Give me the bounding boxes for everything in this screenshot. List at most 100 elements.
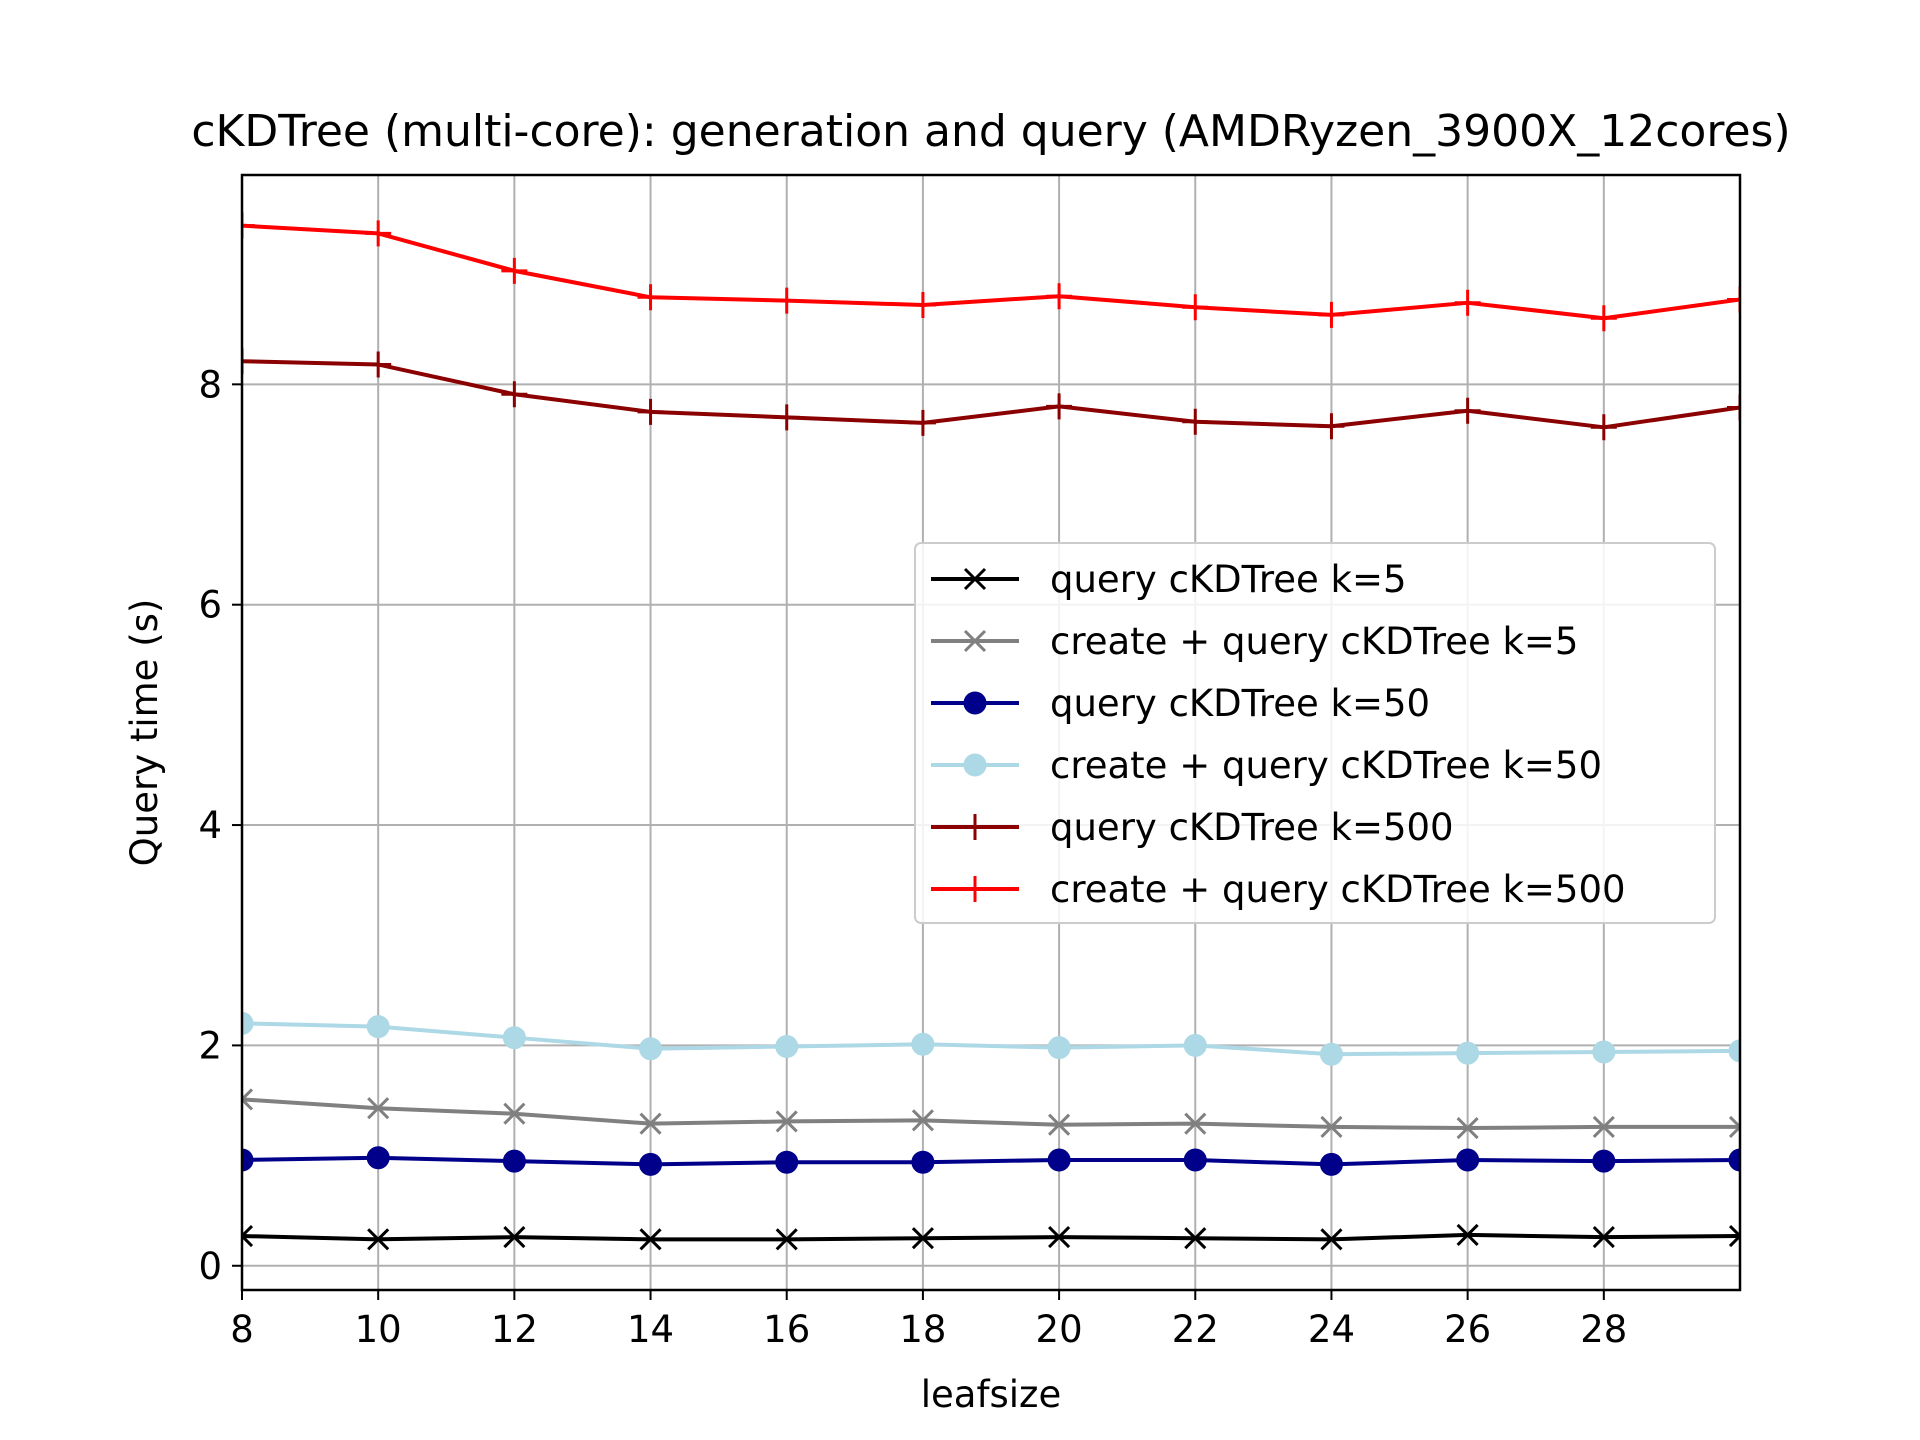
data-point [1590,305,1617,332]
data-point [639,1228,662,1251]
data-point [1727,286,1740,313]
data-point [911,1032,935,1056]
data-point [1592,1149,1616,1173]
data-point [366,1015,390,1039]
series-2 [242,1146,1740,1176]
series-3 [242,1011,1740,1066]
data-point [1047,1148,1071,1172]
chart-title: cKDTree (multi-core): generation and que… [191,106,1790,157]
data-point [1727,394,1740,421]
legend-item: create + query cKDTree k=50 [931,744,1602,787]
data-point [911,1150,935,1174]
data-point [1728,1039,1740,1063]
series-line [242,1155,1740,1167]
y-tick-label: 2 [198,1024,222,1067]
series-5 [242,212,1740,332]
data-point [242,212,255,239]
data-point [366,1146,390,1170]
data-point [1319,1152,1343,1176]
data-point [1456,1116,1479,1140]
legend-label: create + query cKDTree k=5 [1050,620,1578,663]
legend-label: query cKDTree k=50 [1050,682,1430,725]
legend-item: create + query cKDTree k=500 [931,868,1626,911]
data-point [1456,1223,1479,1246]
data-point [242,1011,254,1035]
data-point [775,1150,799,1174]
data-point [909,292,936,319]
series-line [242,1232,1740,1242]
legend-label: create + query cKDTree k=500 [1050,868,1626,911]
data-point [911,1109,934,1132]
series-line [242,1021,1740,1057]
data-point [1454,289,1481,316]
data-point [1590,414,1617,441]
data-point [1184,1112,1207,1135]
x-tick-label: 18 [899,1308,946,1351]
legend-box [914,542,1716,924]
data-point [1048,1113,1071,1136]
data-point [1320,1228,1343,1251]
data-point [1183,1148,1207,1172]
x-tick-label: 26 [1444,1308,1491,1351]
data-point [775,1228,798,1251]
data-point [502,1149,526,1173]
y-tick-label: 8 [198,363,222,406]
data-point [1183,1033,1207,1057]
legend-marker [963,629,987,653]
plot-frame [240,173,1742,1292]
data-point [639,1112,662,1135]
data-point [242,1148,254,1172]
data-point [1592,1115,1615,1139]
legend-marker [963,691,987,715]
data-point [367,1228,390,1251]
data-point [1048,1226,1071,1249]
series-line [242,223,1740,321]
series-1 [242,1088,1740,1140]
data-point [775,1110,798,1133]
data-point [1592,1226,1615,1249]
x-tick-label: 16 [763,1308,810,1351]
data-point [367,1097,390,1120]
data-point [639,1152,663,1176]
legend-marker [963,753,987,777]
data-point [1592,1040,1616,1064]
x-axis-label: leafsize [921,1373,1061,1416]
data-point [909,409,936,436]
x-tick-label: 14 [627,1308,674,1351]
x-tick-label: 10 [355,1308,402,1351]
y-tick-label: 4 [198,804,222,847]
data-point [503,1226,526,1249]
data-point [1728,1115,1740,1139]
data-point [1046,283,1073,310]
data-point [1047,1036,1071,1060]
legend-item: query cKDTree k=500 [931,806,1454,849]
data-point [637,398,664,425]
x-tick-label: 8 [230,1308,254,1351]
data-point [242,1224,254,1248]
legend: query cKDTree k=5 create + query cKDTree … [914,542,1716,924]
data-point [501,257,528,284]
series-4 [242,348,1740,441]
x-tick-label: 24 [1308,1308,1355,1351]
legend-label: query cKDTree k=5 [1050,558,1407,601]
data-point [1728,1224,1740,1248]
data-point [1456,1041,1480,1065]
data-point [1318,301,1345,328]
series-line [242,359,1740,430]
data-point [773,287,800,314]
x-tick-label: 12 [491,1308,538,1351]
legend-label: query cKDTree k=500 [1050,806,1454,849]
legend-marker [963,567,987,591]
data-point [637,284,664,311]
data-point [365,220,392,247]
series-layer [242,212,1740,1251]
data-point [502,1026,526,1050]
data-point [242,348,255,375]
data-point [503,1102,526,1125]
data-point [775,1035,799,1059]
data-point [1319,1042,1343,1066]
legend-label: create + query cKDTree k=50 [1050,744,1602,787]
